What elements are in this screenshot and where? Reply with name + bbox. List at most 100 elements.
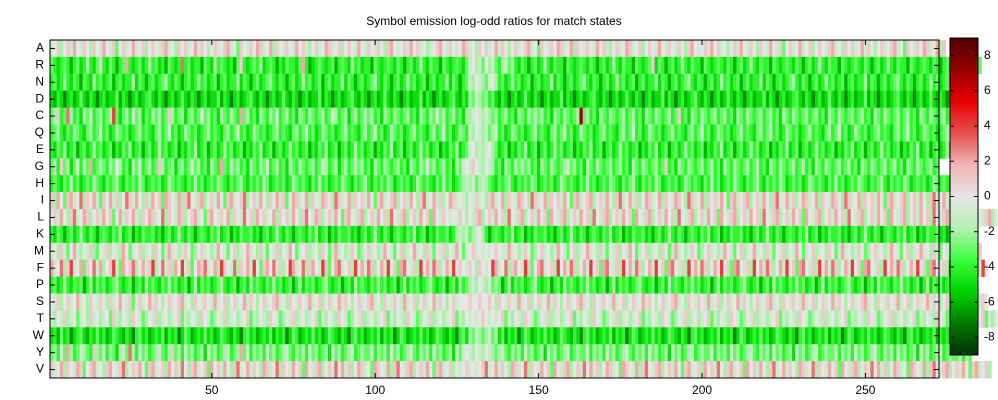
heatmap-cell xyxy=(353,56,358,75)
heatmap-cell xyxy=(566,310,571,328)
heatmap-cell xyxy=(586,73,590,92)
heatmap-cell xyxy=(765,107,770,125)
heatmap-cell xyxy=(510,175,515,193)
heatmap-cell xyxy=(752,310,757,328)
heatmap-cell xyxy=(615,124,620,142)
heatmap-cell xyxy=(716,141,721,159)
heatmap-cell xyxy=(334,209,339,227)
heatmap-cell xyxy=(210,225,214,244)
heatmap-cell xyxy=(507,107,512,125)
heatmap-cell xyxy=(664,141,669,159)
heatmap-cell xyxy=(429,293,433,311)
heatmap-cell xyxy=(174,141,178,159)
heatmap-cell xyxy=(942,90,946,108)
heatmap-cell xyxy=(468,175,473,193)
heatmap-cell xyxy=(886,175,891,193)
heatmap-cell xyxy=(595,107,600,125)
heatmap-cell xyxy=(811,209,816,227)
heatmap-cell xyxy=(988,310,992,328)
heatmap-cell xyxy=(406,40,410,58)
heatmap-cell xyxy=(863,73,868,92)
heatmap-cell xyxy=(331,124,335,142)
heatmap-cell xyxy=(742,124,747,142)
heatmap-cell xyxy=(883,56,888,75)
heatmap-cell xyxy=(321,192,325,210)
heatmap-cell xyxy=(59,276,64,294)
heatmap-cell xyxy=(903,40,907,58)
heatmap-cell xyxy=(370,242,374,261)
heatmap-cell xyxy=(367,310,371,328)
heatmap-cell xyxy=(880,259,884,277)
heatmap-cell xyxy=(376,276,381,294)
heatmap-cell xyxy=(151,73,155,92)
heatmap-cell xyxy=(608,40,613,58)
heatmap-cell xyxy=(363,192,368,210)
heatmap-cell xyxy=(484,242,489,261)
heatmap-cell xyxy=(641,293,646,311)
heatmap-cell xyxy=(533,293,538,311)
heatmap-cell xyxy=(527,175,531,193)
heatmap-cell xyxy=(190,293,195,311)
heatmap-cell xyxy=(739,56,744,75)
heatmap-cell xyxy=(144,158,149,176)
heatmap-cell xyxy=(295,90,299,108)
heatmap-cell xyxy=(252,192,257,210)
heatmap-cell xyxy=(190,209,195,227)
heatmap-cell xyxy=(520,293,525,311)
heatmap-cell xyxy=(850,310,855,328)
heatmap-cell xyxy=(357,90,361,108)
heatmap-cell xyxy=(125,73,129,92)
heatmap-cell xyxy=(487,124,492,142)
heatmap-cell xyxy=(870,310,875,328)
heatmap-cell xyxy=(572,175,577,193)
heatmap-cell xyxy=(236,40,240,58)
heatmap-cell xyxy=(720,327,724,345)
heatmap-cell xyxy=(386,107,391,125)
heatmap-cell xyxy=(569,56,574,75)
heatmap-cell xyxy=(275,225,280,244)
heatmap-cell xyxy=(625,56,629,75)
heatmap-cell xyxy=(314,242,319,261)
heatmap-cell xyxy=(154,107,159,125)
heatmap-cell xyxy=(840,225,845,244)
heatmap-cell xyxy=(373,327,378,345)
heatmap-cell xyxy=(262,293,267,311)
heatmap-cell xyxy=(144,293,149,311)
heatmap-cell xyxy=(190,107,195,125)
heatmap-cell xyxy=(670,242,675,261)
heatmap-cell xyxy=(112,225,116,244)
heatmap-cell xyxy=(599,73,603,92)
heatmap-cell xyxy=(635,225,639,244)
heatmap-cell xyxy=(76,192,80,210)
heatmap-cell xyxy=(514,310,518,328)
heatmap-cell xyxy=(847,259,852,277)
heatmap-cell xyxy=(661,141,665,159)
heatmap-cell xyxy=(811,242,816,261)
heatmap-cell xyxy=(850,40,855,58)
heatmap-cell xyxy=(899,90,904,108)
heatmap-cell xyxy=(785,225,790,244)
heatmap-cell xyxy=(736,141,741,159)
heatmap-cell xyxy=(494,192,499,210)
heatmap-cell xyxy=(641,90,646,108)
heatmap-cell xyxy=(219,209,224,227)
heatmap-cell xyxy=(899,158,904,176)
heatmap-cell xyxy=(190,124,195,142)
heatmap-cell xyxy=(376,40,381,58)
heatmap-cell xyxy=(452,192,456,210)
heatmap-cell xyxy=(523,310,528,328)
heatmap-cell xyxy=(746,73,750,92)
heatmap-cell xyxy=(223,90,227,108)
heatmap-cell xyxy=(85,124,90,142)
heatmap-cell xyxy=(599,175,603,193)
heatmap-cell xyxy=(550,175,554,193)
heatmap-cell xyxy=(445,124,450,142)
heatmap-cell xyxy=(272,225,276,244)
heatmap-cell xyxy=(576,141,580,159)
heatmap-cell xyxy=(314,310,319,328)
heatmap-cell xyxy=(203,209,208,227)
heatmap-cell xyxy=(798,73,803,92)
heatmap-cell xyxy=(53,175,57,193)
heatmap-cell xyxy=(876,40,881,58)
heatmap-cell xyxy=(827,209,832,227)
